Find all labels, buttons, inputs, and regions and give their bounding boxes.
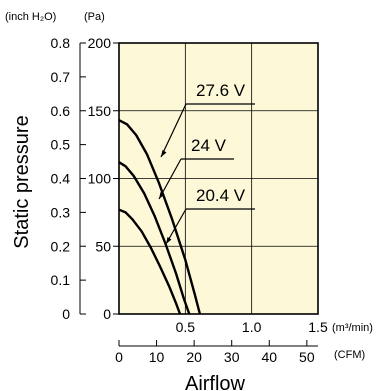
series-labels: 27.6 V 24 V 20.4 V — [158, 81, 255, 245]
x-tick-label-cfm: 20 — [186, 349, 202, 365]
y-unit-left: (inch H₂O) — [5, 11, 56, 23]
x-tick-label-m3min: 1.5 — [308, 319, 328, 335]
axis-ticks: 00.10.20.30.40.50.60.70.80501001502000.5… — [51, 35, 328, 365]
x-tick-label-cfm: 10 — [149, 349, 165, 365]
series-label: 24 V — [191, 136, 227, 155]
series-label-leader — [158, 158, 182, 200]
y-tick-label-pa: 150 — [88, 103, 112, 119]
x-tick-label-cfm: 0 — [115, 349, 123, 365]
series-line — [118, 208, 182, 315]
y-tick-label-pa: 50 — [95, 238, 111, 254]
series-label: 27.6 V — [196, 81, 246, 100]
series-line — [118, 119, 202, 315]
y-tick-label-pa: 200 — [88, 35, 112, 51]
x-tick-label-cfm: 30 — [224, 349, 240, 365]
series-line — [118, 161, 191, 315]
y-tick-label-inh2o: 0.3 — [51, 204, 71, 220]
y-tick-label-inh2o: 0.4 — [51, 171, 71, 187]
series-label-arrowhead — [159, 192, 165, 199]
x-tick-label-cfm: 40 — [261, 349, 277, 365]
y-tick-label-inh2o: 0.7 — [51, 69, 71, 85]
x-unit-bottom: (CFM) — [334, 349, 365, 361]
x-tick-label-cfm: 50 — [299, 349, 315, 365]
series-label-arrowhead — [166, 237, 172, 244]
y-unit-right: (Pa) — [84, 11, 105, 23]
y-tick-label-inh2o: 0.5 — [51, 137, 71, 153]
y-tick-label-inh2o: 0 — [62, 306, 70, 322]
x-unit-top: (m³/min) — [332, 322, 373, 334]
y-axis-label: Static pressure — [11, 115, 33, 248]
y-tick-label-inh2o: 0.1 — [51, 272, 71, 288]
y-tick-label-inh2o: 0.8 — [51, 35, 71, 51]
y-tick-label-pa: 100 — [88, 171, 112, 187]
series-label: 20.4 V — [196, 186, 246, 205]
series-label-arrowhead — [161, 150, 167, 157]
x-tick-label-m3min: 1.0 — [242, 319, 262, 335]
series-label-leader — [160, 103, 187, 158]
y-tick-label-inh2o: 0.6 — [51, 103, 71, 119]
y-tick-label-pa: 0 — [103, 306, 111, 322]
series-curves — [118, 119, 202, 315]
x-axis-label: Airflow — [185, 373, 246, 391]
y-tick-label-inh2o: 0.2 — [51, 238, 71, 254]
x-tick-label-m3min: 0.5 — [176, 319, 196, 335]
